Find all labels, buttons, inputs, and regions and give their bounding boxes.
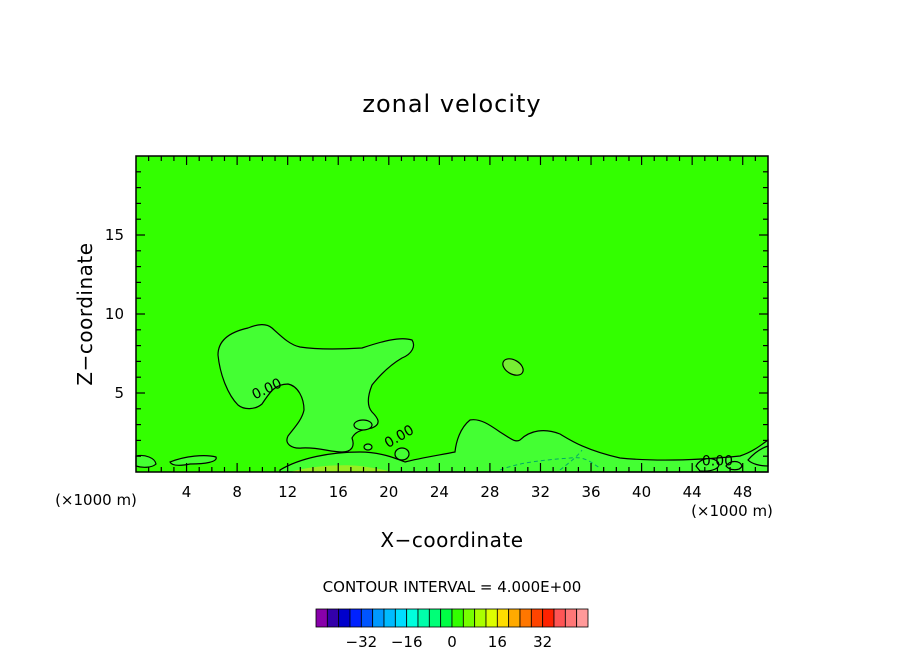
contour-interval-label: CONTOUR INTERVAL = 4.000E+00	[323, 578, 582, 596]
contour-region-surface-sliver	[290, 465, 392, 472]
y-tick-labels: 5 10 15	[105, 226, 124, 402]
colorbar-label: −32	[346, 633, 378, 651]
contour-region-oval	[502, 358, 524, 376]
contour-region-bottom-band	[279, 419, 769, 473]
colorbar-swatch	[485, 608, 498, 628]
x-tick-label: 4	[182, 483, 192, 501]
colorbar-swatch	[474, 608, 487, 628]
colorbar-swatch	[542, 608, 555, 628]
colorbar-swatch	[349, 608, 362, 628]
x-tick-label: 28	[480, 483, 499, 501]
colorbar-swatch	[326, 608, 340, 628]
colorbar-swatch	[496, 608, 510, 628]
colorbar-swatch	[417, 608, 430, 628]
contour-region-island-2	[363, 443, 373, 451]
x-tick-label: 12	[278, 483, 297, 501]
x-tick-label: 48	[733, 483, 752, 501]
x-tick-label: 32	[531, 483, 550, 501]
colorbar-swatch	[462, 608, 476, 628]
x-tick-labels: 4 8 12 16 20 24 28 32 36 40 44 48	[182, 483, 752, 501]
colorbar-swatch	[451, 608, 464, 628]
x-axis-title: X−coordinate	[380, 528, 523, 552]
y-axis-title: Z−coordinate	[73, 242, 97, 385]
colorbar	[315, 608, 589, 628]
contour-label: 0.00	[702, 454, 733, 470]
x-unit-right: (×1000 m)	[691, 502, 773, 520]
colorbar-swatch	[315, 608, 328, 628]
colorbar-swatch	[383, 608, 396, 628]
axis-ticks	[136, 156, 768, 472]
colorbar-label: −16	[391, 633, 423, 651]
colorbar-swatch	[338, 608, 351, 628]
chart-title: zonal velocity	[362, 90, 541, 118]
colorbar-label: 0	[447, 633, 457, 651]
y-tick-label: 15	[105, 226, 124, 244]
x-unit-left: (×1000 m)	[55, 491, 137, 509]
x-tick-label: 8	[232, 483, 242, 501]
contour-region-left-patch-2	[169, 455, 217, 466]
contour-region-left-patch-1	[135, 454, 157, 468]
colorbar-labels: −32 −16 0 16 32	[346, 633, 553, 651]
contour-dashed-1	[499, 457, 601, 471]
colorbar-swatch	[428, 608, 442, 628]
contour-region-island-3	[394, 447, 410, 461]
colorbar-swatch	[360, 608, 374, 628]
colorbar-swatch	[406, 608, 419, 628]
contour-dashed-2	[559, 449, 583, 471]
x-tick-label: 44	[683, 483, 702, 501]
colorbar-swatch	[576, 608, 589, 628]
colorbar-swatch	[553, 608, 566, 628]
x-tick-label: 36	[581, 483, 600, 501]
colorbar-swatch	[519, 608, 532, 628]
colorbar-swatch	[508, 608, 521, 628]
y-tick-label: 5	[114, 384, 124, 402]
colorbar-label: 32	[533, 633, 552, 651]
x-tick-label: 40	[632, 483, 651, 501]
colorbar-swatch	[394, 608, 408, 628]
colorbar-label: 16	[488, 633, 507, 651]
x-tick-label: 20	[379, 483, 398, 501]
x-tick-label: 16	[329, 483, 348, 501]
plot-area	[136, 156, 768, 472]
colorbar-swatch	[530, 608, 544, 628]
colorbar-swatch	[440, 608, 453, 628]
x-tick-label: 24	[430, 483, 449, 501]
y-tick-label: 10	[105, 305, 124, 323]
colorbar-swatch	[564, 608, 578, 628]
contour-region-island-1	[353, 419, 373, 431]
contour-regions	[135, 324, 769, 473]
colorbar-swatch	[372, 608, 385, 628]
